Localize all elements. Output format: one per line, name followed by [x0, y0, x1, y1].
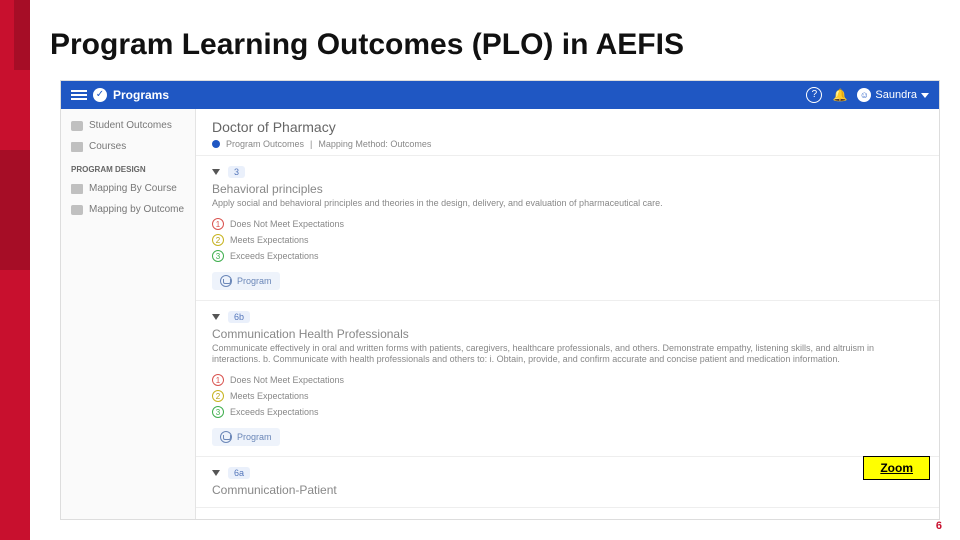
chevron-down-icon[interactable]	[212, 470, 220, 476]
chevron-down-icon[interactable]	[212, 314, 220, 320]
sidebar-item-label: Student Outcomes	[89, 120, 172, 131]
check-icon: ✓	[93, 88, 107, 102]
program-icon	[220, 275, 232, 287]
outcome-description: Communicate effectively in oral and writ…	[212, 343, 923, 366]
dot-icon	[212, 140, 220, 148]
caret-down-icon	[921, 93, 929, 98]
sidebar-item-label: Mapping by Outcome	[89, 204, 184, 215]
map-icon	[71, 205, 83, 215]
chip-label: Program	[237, 432, 272, 442]
user-menu[interactable]: ☺ Saundra	[857, 88, 929, 102]
outcome-block: 6b Communication Health Professionals Co…	[196, 301, 939, 457]
rubric-label: Exceeds Expectations	[230, 407, 319, 417]
sidebar-item-label: Mapping By Course	[89, 183, 177, 194]
outcome-name: Behavioral principles	[212, 182, 923, 196]
sidebar-item-mapping-by-outcome[interactable]: Mapping by Outcome	[61, 199, 195, 220]
rubric-label: Meets Expectations	[230, 235, 309, 245]
slide-title: Program Learning Outcomes (PLO) in AEFIS	[50, 28, 684, 62]
rubric-label: Does Not Meet Expectations	[230, 375, 344, 385]
outcome-number-badge: 6b	[228, 311, 250, 323]
rubric-label: Meets Expectations	[230, 391, 309, 401]
rubric-level: 3Exceeds Expectations	[212, 248, 923, 264]
rubric-level: 1Does Not Meet Expectations	[212, 216, 923, 232]
sidebar-item-mapping-by-course[interactable]: Mapping By Course	[61, 178, 195, 199]
sidebar-item-label: Courses	[89, 141, 126, 152]
hamburger-icon[interactable]	[71, 90, 87, 100]
chip-label: Program	[237, 276, 272, 286]
outcome-description: Apply social and behavioral principles a…	[212, 198, 923, 210]
rubric-level: 1Does Not Meet Expectations	[212, 372, 923, 388]
zoom-button[interactable]: Zoom	[863, 456, 930, 480]
main-content: Doctor of Pharmacy Program Outcomes | Ma…	[196, 109, 939, 519]
subline-b: Mapping Method: Outcomes	[318, 139, 431, 149]
page-number: 6	[936, 520, 942, 532]
sidebar-item-student-outcomes[interactable]: Student Outcomes	[61, 115, 195, 136]
program-title: Doctor of Pharmacy	[212, 119, 923, 135]
program-chip[interactable]: Program	[212, 428, 280, 446]
chevron-down-icon[interactable]	[212, 169, 220, 175]
sidebar-item-courses[interactable]: Courses	[61, 136, 195, 157]
outcome-number-badge: 6a	[228, 467, 250, 479]
decorative-red-strip	[0, 0, 30, 540]
rubric-label: Does Not Meet Expectations	[230, 219, 344, 229]
topbar: ✓ Programs ? 🔔 ☺ Saundra	[61, 81, 939, 109]
divider: |	[310, 139, 312, 149]
aefis-app: ✓ Programs ? 🔔 ☺ Saundra Student Outcome…	[60, 80, 940, 520]
subline-a: Program Outcomes	[226, 139, 304, 149]
people-icon	[71, 121, 83, 131]
rubric-level: 2Meets Expectations	[212, 388, 923, 404]
notifications-icon[interactable]: 🔔	[832, 88, 847, 102]
avatar-icon: ☺	[857, 88, 871, 102]
sidebar: Student Outcomes Courses PROGRAM DESIGN …	[61, 109, 196, 519]
main-header: Doctor of Pharmacy Program Outcomes | Ma…	[196, 109, 939, 156]
user-name: Saundra	[875, 89, 917, 101]
rubric-level: 3Exceeds Expectations	[212, 404, 923, 420]
program-icon	[220, 431, 232, 443]
outcome-number-badge: 3	[228, 166, 245, 178]
help-icon[interactable]: ?	[806, 87, 822, 103]
outcome-block: 6a Communication-Patient	[196, 457, 939, 508]
app-brand: Programs	[113, 88, 169, 102]
program-chip[interactable]: Program	[212, 272, 280, 290]
sidebar-heading: PROGRAM DESIGN	[61, 157, 195, 178]
outcome-name: Communication Health Professionals	[212, 327, 923, 341]
outcome-name: Communication-Patient	[212, 483, 923, 497]
outcome-block: 3 Behavioral principles Apply social and…	[196, 156, 939, 301]
rubric-level: 2Meets Expectations	[212, 232, 923, 248]
rubric-label: Exceeds Expectations	[230, 251, 319, 261]
map-icon	[71, 184, 83, 194]
book-icon	[71, 142, 83, 152]
program-subline: Program Outcomes | Mapping Method: Outco…	[212, 139, 923, 149]
